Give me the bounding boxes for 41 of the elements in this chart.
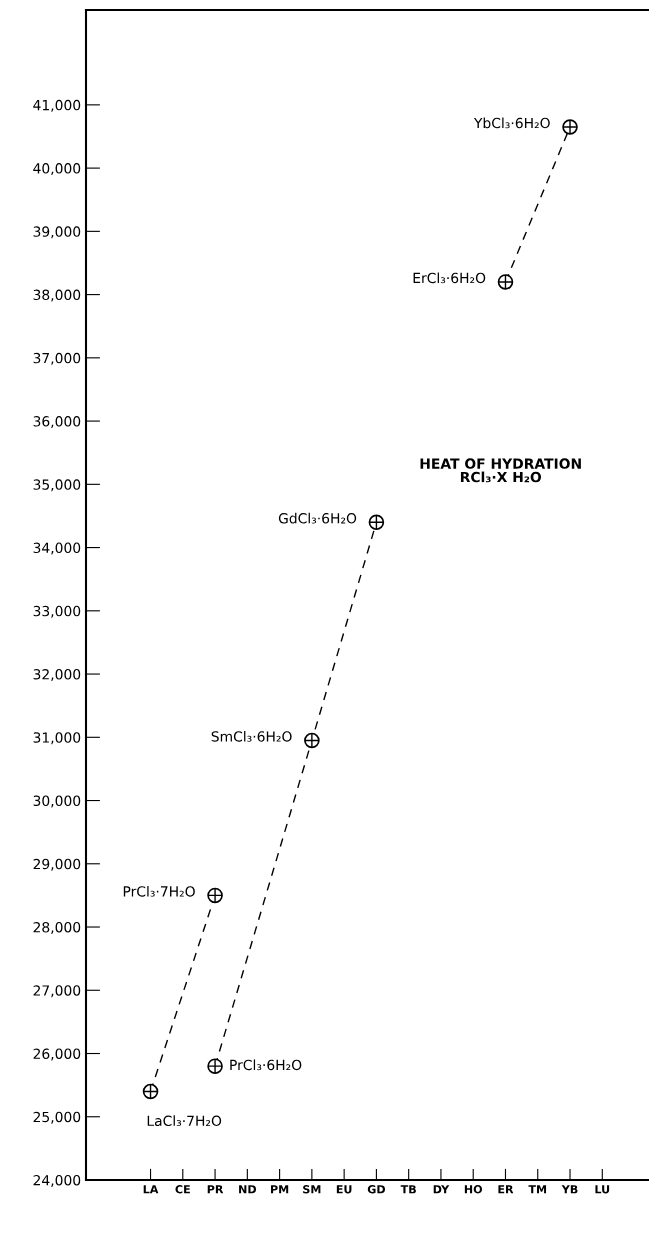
x-tick-label: ER (498, 1185, 514, 1194)
x-tick-label: ND (239, 1185, 257, 1194)
x-tick-label: GD (367, 1185, 385, 1194)
y-tick-label: 37,000 (33, 352, 81, 365)
x-tick-label: DY (433, 1185, 450, 1194)
x-tick-label: TB (400, 1185, 416, 1194)
y-tick-label: 26,000 (33, 1048, 81, 1061)
x-tick-label: SM (303, 1185, 321, 1194)
text: HEAT OF HYDRATION RCl₃·X H₂O (420, 458, 581, 483)
annotation: YbCl₃·6H₂O (473, 117, 550, 129)
x-tick-label: HO (464, 1185, 483, 1194)
x-tick-label: EU (336, 1185, 352, 1194)
y-tick-label: 39,000 (33, 226, 81, 239)
y-tick-label: 35,000 (33, 479, 81, 492)
y-tick-label: 31,000 (33, 732, 81, 745)
y-tick-label: 28,000 (33, 922, 81, 934)
y-tick-label: 30,000 (33, 795, 81, 808)
x-tick-label: LA (143, 1185, 159, 1194)
y-tick-label: 33,000 (33, 605, 81, 618)
y-tick-label: 29,000 (33, 858, 81, 871)
y-tick-label: 32,000 (33, 669, 81, 681)
annotation: SmCl₃·6H₂O (211, 730, 292, 742)
y-tick-label: 34,000 (33, 542, 81, 555)
annotation: PrCl₃·7H₂O (123, 885, 195, 897)
annotation: GdCl₃·6H₂O (278, 512, 357, 524)
annotation: LaCl₃·7H₂O (147, 1115, 222, 1127)
y-tick-label: 24,000 (33, 1174, 81, 1187)
y-tick-label: 40,000 (33, 163, 81, 175)
y-tick-label: 41,000 (33, 99, 81, 112)
annotation: ErCl₃·6H₂O (413, 272, 486, 284)
x-tick-label: YB (561, 1185, 578, 1194)
annotation: PrCl₃·6H₂O (230, 1059, 302, 1071)
x-tick-label: PM (271, 1185, 289, 1194)
y-tick-label: 36,000 (33, 416, 81, 428)
y-tick-label: 25,000 (33, 1111, 81, 1124)
x-tick-label: PR (207, 1185, 224, 1194)
y-tick-label: 38,000 (33, 289, 81, 302)
x-tick-label: TM (528, 1185, 547, 1194)
x-tick-label: LU (595, 1185, 610, 1194)
x-tick-label: CE (175, 1185, 190, 1194)
y-tick-label: 27,000 (33, 985, 81, 998)
